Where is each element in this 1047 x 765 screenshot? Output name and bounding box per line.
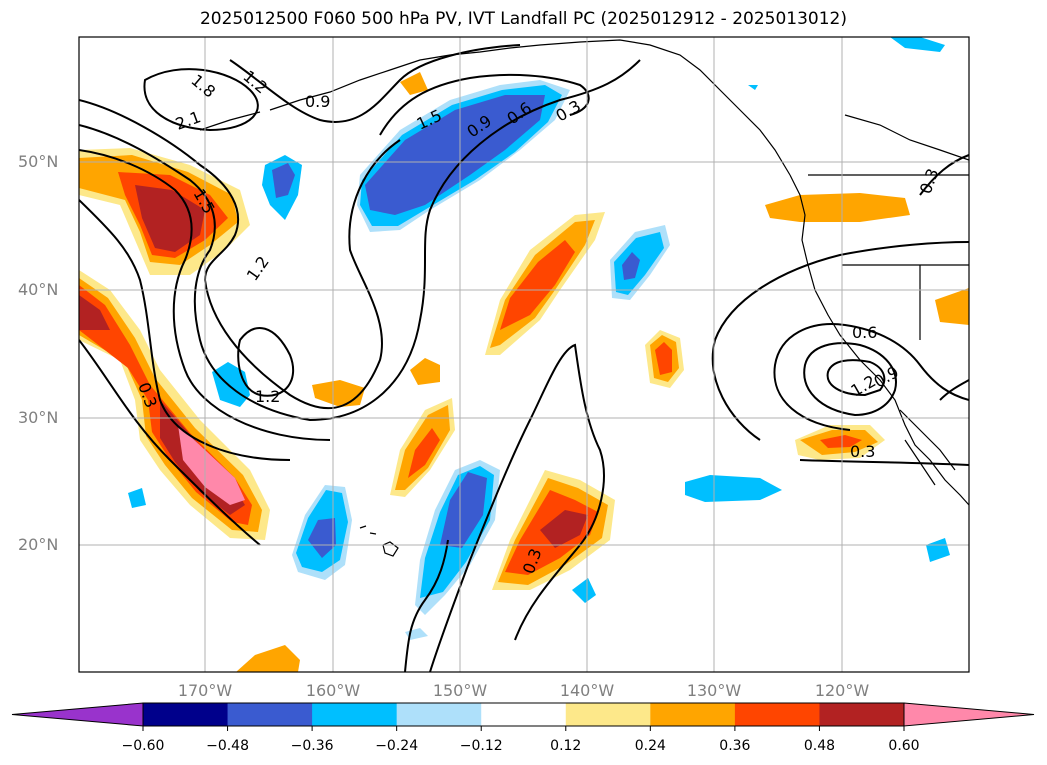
contour-line [79,99,401,410]
colorbar-tick-label: 0.48 [803,738,836,754]
positive-anomaly [820,435,862,448]
gulf-of-california [899,409,956,471]
contour-label: 1.2 [243,253,273,285]
negative-anomaly [685,475,782,502]
alaska-coast [269,39,791,176]
positive-anomaly [540,510,588,548]
negative-anomaly [308,518,336,558]
lon-tick-label: 150°W [432,681,488,700]
contour-line [404,539,449,672]
aleutian-islands [199,111,261,131]
contour-line [379,73,590,136]
positive-anomaly [400,72,428,95]
colorbar-tick-label: −0.24 [375,738,419,754]
colorbar-tick-label: −0.36 [290,738,334,754]
contour-label: 1.8 [187,71,219,102]
negative-anomaly [272,163,295,198]
map-frame [78,36,970,673]
shading-layer [79,37,969,672]
positive-anomaly [312,380,365,407]
negative-anomaly [572,578,596,603]
hawaii-islands [359,525,377,535]
contour-line [826,359,886,397]
positive-anomaly [500,240,575,330]
contour-label: 0.6 [852,323,877,342]
lat-tick-label: 20°N [18,535,59,554]
colorbar-tick-label: 0.60 [888,738,920,754]
positive-anomaly [178,425,245,505]
negative-anomaly [622,252,640,280]
positive-anomaly [135,185,205,252]
contour-line [237,327,295,397]
contour-line [143,68,259,132]
province-border [844,114,969,161]
contour-label: 0.3 [850,442,875,461]
colorbar-tick-label: 0.36 [719,738,751,754]
lat-tick-label: 40°N [18,280,59,299]
negative-anomaly [748,85,758,90]
colorbar-tick-label: 0.24 [634,738,666,754]
gridlines [79,37,969,672]
negative-anomaly [440,472,487,548]
lat-tick-label: 50°N [18,152,59,171]
colorbar-tick-label: −0.48 [206,738,249,754]
contour-line [919,154,969,196]
contour-line [229,44,521,123]
contour-label: 0.3 [916,166,943,196]
negative-anomaly [926,538,950,562]
contour-line [79,149,331,441]
positive-anomaly [765,193,910,222]
contour-line [79,59,641,422]
contour-label: 0.9 [305,92,330,111]
negative-anomaly [365,95,545,215]
lon-tick-label: 160°W [305,681,361,700]
positive-anomaly [79,295,110,330]
contour-line [803,342,897,417]
contour-line [799,459,969,466]
lon-tick-label: 130°W [686,681,742,700]
negative-anomaly [212,362,250,407]
lon-tick-label: 170°W [177,681,233,700]
positive-anomaly [408,428,440,478]
colorbar-tick-label: 0.12 [550,738,582,754]
map-title: 2025012500 F060 500 hPa PV, IVT Landfall… [199,9,847,29]
positive-anomaly [935,288,969,325]
contour-label: 1.2 [255,387,280,406]
lon-tick-label: 120°W [814,681,870,700]
contour-line [711,241,969,441]
colorbar-tick-label: −0.12 [459,738,503,754]
contour-line [939,379,969,401]
lat-tick-label: 30°N [18,408,59,427]
contour-line [79,199,291,461]
colorbar-tick-label: −0.60 [121,738,165,754]
contour-line [79,339,261,546]
positive-anomaly [655,342,672,375]
positive-anomaly [236,645,300,672]
lon-tick-label: 140°W [559,681,615,700]
contour-line [773,323,969,431]
negative-anomaly [890,37,945,52]
hawaii [382,541,399,557]
negative-anomaly [128,488,146,508]
positive-anomaly [410,358,440,385]
contour-layer [79,44,969,672]
